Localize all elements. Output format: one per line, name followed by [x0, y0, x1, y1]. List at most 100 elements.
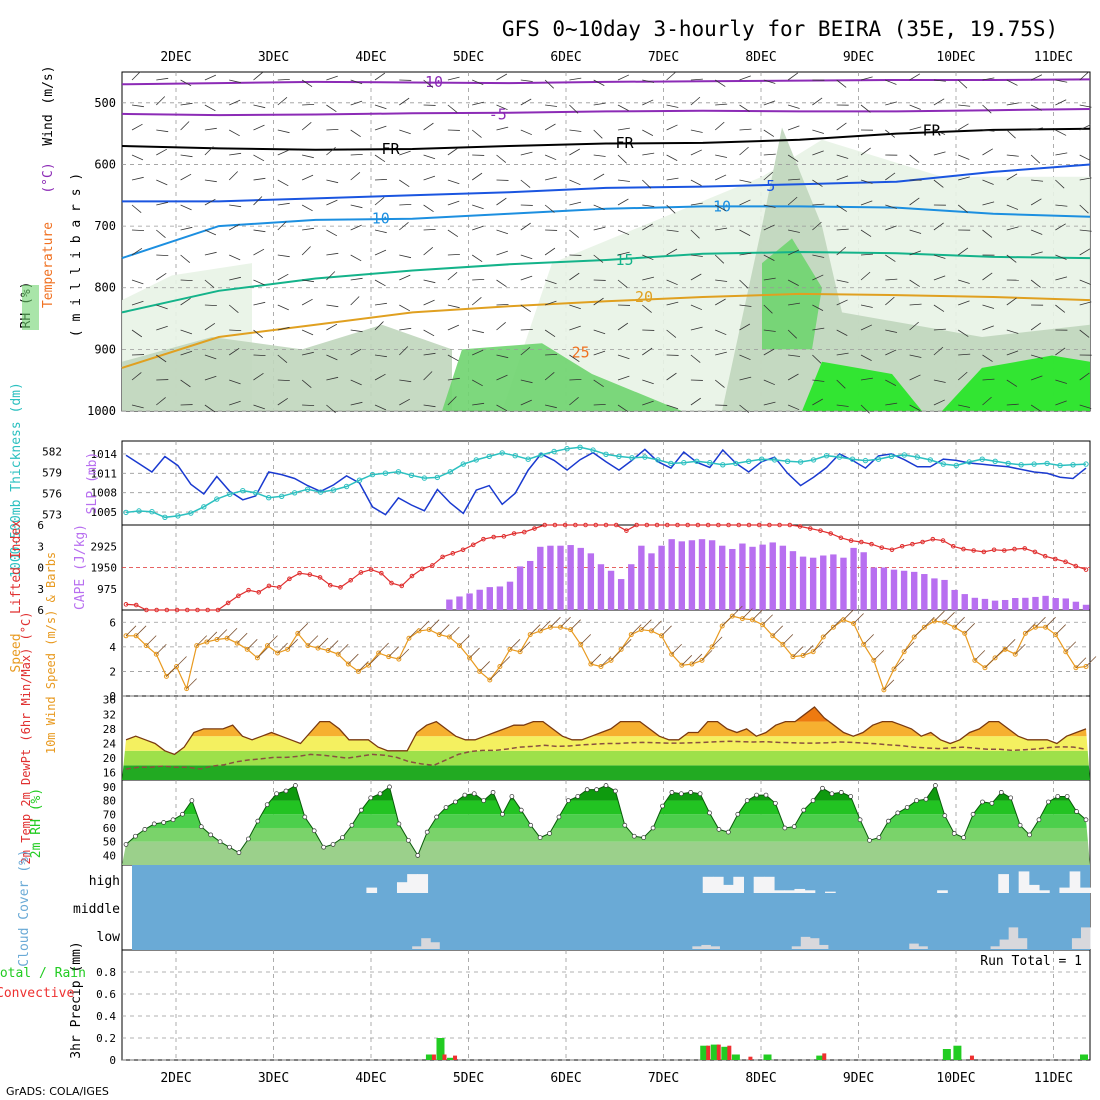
wind-tick-label: 6	[109, 616, 116, 629]
upper-wind-barb	[958, 104, 971, 107]
upper-wind-barb	[1006, 102, 1019, 106]
surface-wind-barb	[246, 639, 258, 650]
surface-wind-barb	[974, 650, 986, 661]
surface-wind-barb	[297, 623, 309, 634]
upper-wind-barb	[423, 175, 436, 181]
cloud-bar-low	[430, 942, 440, 949]
cape-bar	[769, 542, 776, 610]
cape-axis-title: CAPE (J/kg)	[73, 524, 88, 610]
wind-speed-marker	[669, 651, 675, 657]
wind-speed-marker	[527, 632, 533, 638]
wind-speed-marker	[588, 661, 594, 667]
upper-wind-barb	[180, 102, 193, 106]
li-marker	[1012, 546, 1017, 552]
wind-speed-marker	[861, 641, 867, 647]
upper-wind-barb	[763, 277, 776, 281]
rh-marker	[434, 814, 439, 820]
surface-wind-barb	[206, 631, 218, 643]
upper-wind-barb	[933, 275, 946, 281]
precip-convective-bar	[748, 1056, 753, 1060]
surface-wind-barb	[156, 643, 167, 655]
rh-marker	[876, 835, 882, 840]
rh-marker	[340, 835, 345, 840]
upper-wind-barb	[253, 354, 266, 357]
wind-speed-marker	[648, 628, 654, 634]
cape-bar	[830, 554, 837, 610]
temp-unit-axis-title: (°C)	[41, 162, 56, 193]
upper-wind-barb	[1030, 251, 1043, 256]
upper-wind-barb	[399, 327, 412, 331]
upper-wind-barb	[836, 299, 848, 306]
surface-wind-barb	[560, 616, 571, 628]
upper-wind-barb	[885, 402, 898, 406]
thickness-marker	[927, 457, 934, 463]
chart-title: GFS 0~10day 3-hourly for BEIRA (35E, 19.…	[502, 17, 1058, 41]
upper-wind-barb	[277, 202, 290, 206]
rh-marker	[970, 811, 976, 817]
cape-bar	[1032, 596, 1039, 610]
thickness-marker	[136, 508, 142, 514]
rh-marker	[330, 842, 336, 847]
li-marker	[327, 582, 333, 588]
upper-wind-barb	[788, 302, 801, 306]
upper-wind-barb	[958, 279, 970, 284]
upper-wind-barb	[447, 179, 460, 185]
surface-wind-barb	[681, 655, 693, 666]
thickness-marker	[836, 454, 843, 460]
li-marker	[164, 607, 170, 613]
li-marker	[705, 522, 711, 528]
li-marker	[1083, 567, 1089, 572]
surface-wind-barb	[529, 624, 541, 635]
surface-wind-barb	[964, 623, 976, 634]
surface-wind-barb	[843, 609, 854, 621]
upper-wind-barb	[739, 376, 752, 381]
wind-speed-marker	[335, 651, 341, 657]
upper-wind-barb	[933, 304, 945, 312]
rh-marker	[368, 795, 374, 801]
upper-wind-barb	[326, 271, 336, 281]
thickness-marker	[330, 487, 337, 493]
li-marker	[828, 531, 833, 536]
rh-marker	[189, 798, 195, 803]
upper-wind-barb	[447, 229, 459, 238]
upper-wind-barb	[253, 124, 265, 131]
li-marker	[797, 524, 803, 529]
upper-wind-barb	[593, 226, 606, 231]
upper-wind-barb	[253, 329, 263, 339]
upper-wind-barb	[302, 279, 315, 283]
li-marker	[460, 547, 466, 553]
upper-wind-barb	[860, 179, 873, 184]
upper-wind-barb	[933, 328, 946, 331]
wind-speed-marker	[770, 633, 776, 639]
isotherm-label: -10	[416, 73, 443, 91]
upper-wind-barb	[690, 179, 702, 186]
wind-speed-marker	[204, 639, 210, 645]
millibars-axis-title: ( m i l l i b a r s )	[69, 173, 84, 337]
wind-speed-marker	[537, 628, 543, 634]
upper-wind-barb	[593, 297, 604, 306]
upper-wind-barb	[1055, 276, 1068, 281]
rh-marker	[1083, 817, 1089, 823]
bottom-day-label: 7DEC	[648, 1071, 679, 1086]
li-marker	[848, 538, 854, 543]
wind-speed-marker	[921, 624, 927, 630]
wind-speed-marker	[840, 617, 846, 623]
cloud-bar-high	[417, 874, 429, 893]
cloud-bar-low	[1008, 927, 1019, 949]
thickness-marker	[914, 454, 921, 460]
upper-wind-barb	[544, 371, 555, 381]
surface-wind-barb	[1075, 657, 1087, 669]
upper-wind-barb	[1055, 379, 1067, 384]
upper-wind-barb	[204, 304, 217, 307]
upper-wind-barb	[860, 147, 871, 156]
li-marker	[419, 566, 425, 572]
wind-speed-marker	[911, 634, 917, 640]
cape-bar	[597, 564, 605, 610]
upper-wind-barb	[569, 148, 580, 156]
upper-wind-barb	[180, 350, 193, 356]
upper-wind-barb	[569, 396, 579, 406]
upper-wind-barb	[787, 329, 798, 339]
surface-wind-barb	[1035, 616, 1046, 628]
li-marker	[787, 522, 793, 528]
upper-wind-barb	[690, 229, 700, 239]
